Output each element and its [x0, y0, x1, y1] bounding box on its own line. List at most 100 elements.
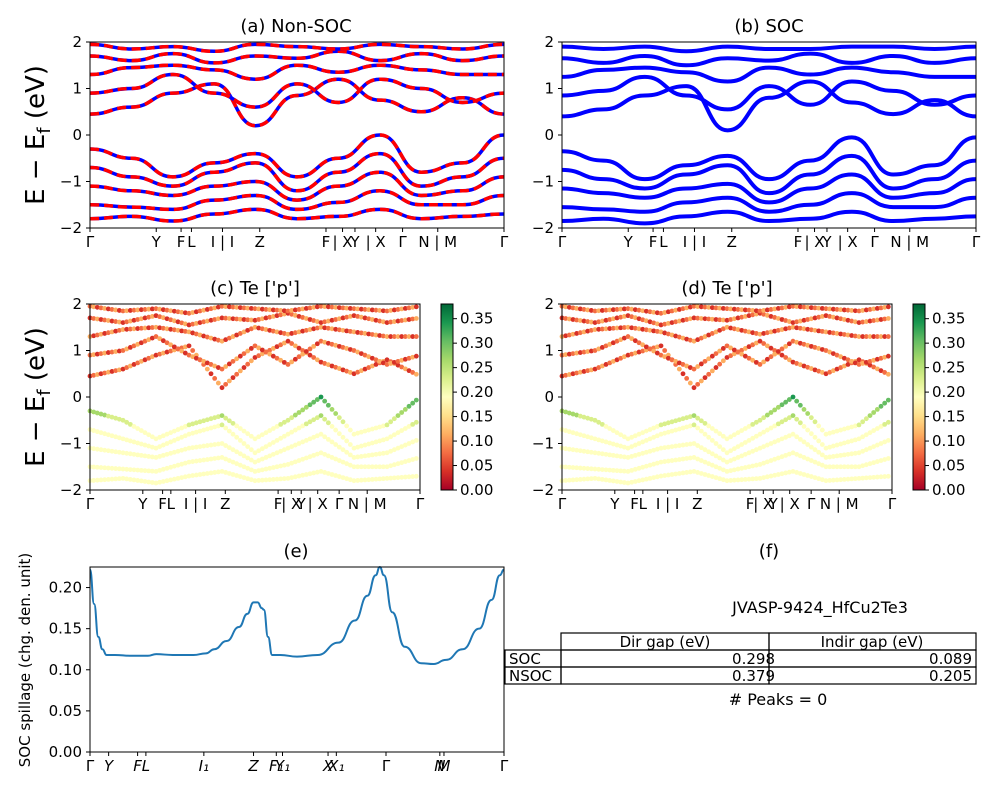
- projected-point: [676, 366, 682, 372]
- projected-point: [695, 425, 701, 431]
- projected-point: [669, 428, 675, 434]
- y-tick-label: 2: [72, 295, 82, 313]
- band-line: [562, 65, 976, 84]
- projected-point: [289, 331, 295, 336]
- projected-point: [603, 439, 609, 445]
- x-tick-label: F: [274, 495, 283, 513]
- projected-point: [234, 356, 240, 362]
- gap-table: Dir gap (eV) Indir gap (eV) SOC 0.298 0.…: [504, 632, 977, 685]
- projected-point: [574, 477, 580, 483]
- projected-point: [406, 424, 412, 429]
- projected-point: [640, 430, 646, 436]
- projected-point: [358, 351, 364, 356]
- projected-point: [237, 353, 243, 359]
- projected-point: [285, 417, 291, 423]
- projected-point: [160, 315, 166, 321]
- projected-point: [201, 418, 207, 424]
- projected-point: [179, 475, 185, 480]
- band-line-blue: [90, 77, 504, 128]
- projected-point: [336, 305, 342, 311]
- projected-point: [882, 474, 888, 479]
- projected-point: [563, 478, 569, 483]
- projected-point: [636, 326, 642, 332]
- projected-point: [311, 417, 317, 423]
- projected-point: [105, 350, 111, 355]
- projected-point: [102, 465, 108, 471]
- band-line-blue: [90, 42, 504, 54]
- projected-point: [91, 333, 97, 339]
- projected-point: [351, 329, 357, 335]
- projected-point: [142, 430, 148, 436]
- projected-point: [102, 331, 108, 336]
- projected-point: [116, 308, 122, 313]
- projected-point: [783, 434, 789, 440]
- projected-point: [373, 464, 379, 470]
- projected-point: [138, 452, 144, 458]
- projected-point: [640, 317, 646, 323]
- projected-point: [413, 456, 419, 461]
- projected-point: [369, 464, 375, 470]
- projected-point: [684, 317, 690, 322]
- projected-point: [684, 415, 690, 421]
- projected-point: [588, 367, 594, 373]
- projected-point: [790, 469, 796, 474]
- projected-point: [783, 318, 789, 323]
- projected-point: [402, 459, 408, 464]
- projected-point: [245, 361, 251, 367]
- projected-point: [621, 325, 627, 330]
- projected-point: [647, 448, 653, 454]
- projected-point: [871, 410, 877, 415]
- projected-point: [102, 477, 108, 483]
- projected-point: [852, 423, 858, 429]
- projected-point: [651, 447, 657, 453]
- projected-point: [109, 465, 115, 471]
- projected-point: [303, 305, 309, 311]
- projected-point: [127, 438, 133, 444]
- projected-point: [314, 325, 320, 331]
- projected-point: [164, 478, 170, 484]
- projected-point: [153, 480, 159, 486]
- projected-point: [226, 458, 232, 463]
- projected-point: [347, 452, 353, 458]
- projected-point: [399, 357, 405, 363]
- projected-point: [157, 467, 163, 473]
- projected-point: [201, 471, 207, 477]
- projected-point: [761, 341, 767, 346]
- projected-point: [329, 304, 335, 310]
- projected-point: [610, 307, 616, 313]
- projected-point: [248, 305, 254, 311]
- projected-point: [757, 431, 763, 437]
- projected-point: [230, 459, 236, 465]
- projected-point: [135, 341, 141, 347]
- projected-point: [863, 462, 869, 468]
- projected-point: [607, 467, 613, 473]
- projected-point: [647, 309, 653, 315]
- projected-point: [241, 453, 247, 459]
- projected-point: [629, 434, 635, 440]
- projected-point: [281, 433, 287, 439]
- projected-point: [347, 442, 353, 447]
- projected-point: [292, 459, 298, 465]
- projected-point: [577, 369, 583, 375]
- projected-point: [237, 474, 243, 479]
- projected-point: [819, 452, 825, 458]
- projected-point: [625, 334, 631, 339]
- projected-point: [179, 425, 185, 431]
- projected-point: [289, 341, 295, 346]
- projected-point: [285, 362, 291, 367]
- projected-point: [632, 325, 638, 331]
- projected-point: [373, 451, 379, 457]
- colorbar-tick-label: 0.35: [460, 310, 493, 328]
- projected-point: [252, 355, 258, 360]
- projected-point: [563, 464, 569, 470]
- projected-point: [388, 475, 394, 481]
- projected-point: [384, 357, 390, 363]
- projected-point: [662, 430, 668, 436]
- projected-point: [182, 433, 188, 439]
- projected-point: [223, 415, 229, 421]
- projected-point: [621, 314, 627, 319]
- projected-point: [157, 336, 163, 342]
- projected-point: [654, 460, 660, 466]
- projected-point: [391, 416, 397, 422]
- projected-point: [735, 430, 741, 436]
